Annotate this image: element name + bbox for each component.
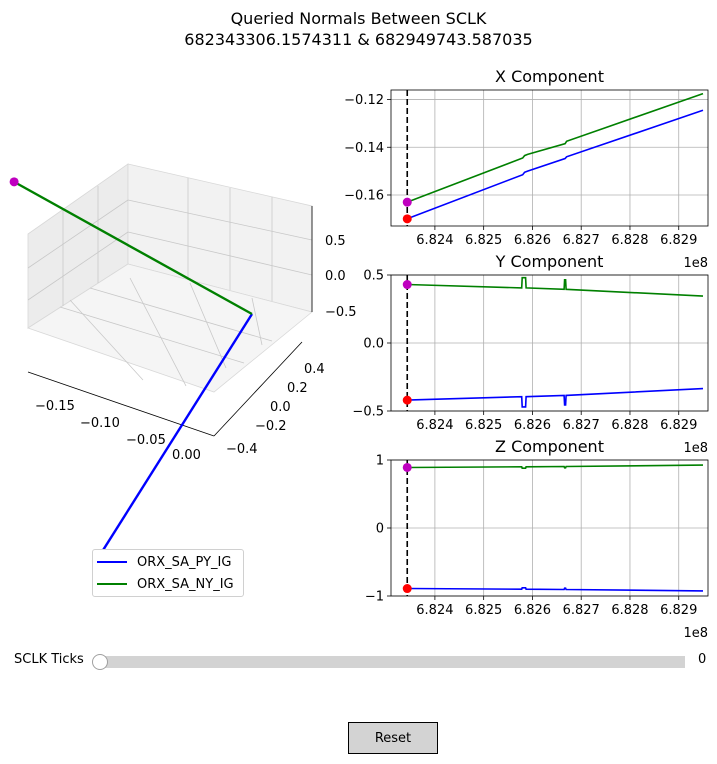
plot-y-component: Y Component 6.824 6.825 6.826 6.827 6.828 6.82… xyxy=(352,252,709,456)
plot3d-tick-label-y: 0.4 xyxy=(304,362,325,377)
reset-button[interactable]: Reset xyxy=(348,722,438,754)
x-panel-title: X Component xyxy=(495,67,604,86)
y-tick-label-y: 0.5 xyxy=(363,269,384,284)
legend-label-ny: ORX_SA_NY_IG xyxy=(137,576,234,592)
plot-z-component: Z Component 6.824 6.825 6.826 6.827 6.828 6.82… xyxy=(365,437,709,641)
x-marker-py xyxy=(402,214,412,224)
plot3d-tick-label-x: −0.10 xyxy=(80,416,120,431)
x-tick-label-x: 6.826 xyxy=(514,233,551,248)
legend-label-py: ORX_SA_PY_IG xyxy=(137,554,232,570)
z-tick-label-y: 0 xyxy=(376,522,384,537)
z-axes-frame xyxy=(390,459,709,597)
plot3d-tick-label-y: 0.2 xyxy=(287,381,308,396)
slider-label: SCLK Ticks xyxy=(14,652,84,667)
plot3d-vector-py xyxy=(97,313,254,559)
legend-swatch-ny xyxy=(97,583,127,585)
plot3d-tick-label-y: −0.2 xyxy=(255,419,287,434)
y-series-py xyxy=(407,387,704,408)
plot3d-gridlines xyxy=(27,178,313,387)
plot3d-marker-ny xyxy=(9,177,19,187)
y-tick-label-x: 6.826 xyxy=(514,418,551,433)
plot3d: −0.15 −0.10 −0.05 0.00 0.4 0.2 0.0 −0.2 −0.4 0.5 0… xyxy=(9,177,357,563)
plot3d-y-axis-line xyxy=(213,341,303,437)
slider-value: 0 xyxy=(698,652,707,667)
z-series-ny xyxy=(407,464,704,470)
z-series-py xyxy=(407,586,704,592)
x-tick-label-x: 6.824 xyxy=(416,233,453,248)
y-marker-ny xyxy=(402,280,412,290)
z-tick-label-y: 1 xyxy=(376,454,384,469)
z-marker-ny xyxy=(402,462,412,472)
plot3d-tick-label-z: −0.5 xyxy=(325,305,357,320)
plot3d-tick-label-y: 0.0 xyxy=(270,400,291,415)
x-tick-label-x: 6.828 xyxy=(611,233,648,248)
y-tick-label-x: 6.824 xyxy=(416,418,453,433)
legend: ORX_SA_PY_IG ORX_SA_NY_IG xyxy=(92,549,244,597)
plot3d-tick-label-z: 0.5 xyxy=(325,234,346,249)
z-tick-label-y: −1 xyxy=(365,590,384,605)
z-x-offset-label: 1e8 xyxy=(683,626,708,641)
plot3d-axes xyxy=(27,163,313,437)
z-tick-label-x: 6.826 xyxy=(514,603,551,618)
z-tick-label-x: 6.825 xyxy=(465,603,502,618)
y-tick-label-x: 6.827 xyxy=(563,418,600,433)
y-tick-label-x: 6.828 xyxy=(611,418,648,433)
sclk-slider-track[interactable] xyxy=(100,656,685,668)
x-tick-label-x: 6.829 xyxy=(660,233,697,248)
plot3d-tick-label-x: −0.05 xyxy=(126,433,166,448)
y-axes-frame xyxy=(390,274,709,412)
y-x-offset-label: 1e8 xyxy=(683,441,708,456)
y-series-ny xyxy=(407,276,704,297)
y-panel-title: Y Component xyxy=(495,252,604,271)
legend-swatch-py xyxy=(97,561,127,563)
x-tick-label-y: −0.12 xyxy=(344,93,384,108)
z-tick-label-x: 6.829 xyxy=(660,603,697,618)
plot3d-tick-label-y: −0.4 xyxy=(226,442,258,457)
y-tick-label-y: 0.0 xyxy=(363,337,384,352)
x-series-ny xyxy=(406,92,704,203)
z-tick-label-x: 6.827 xyxy=(563,603,600,618)
z-tick-label-x: 6.828 xyxy=(611,603,648,618)
y-marker-py xyxy=(402,395,412,405)
x-series-py xyxy=(406,109,704,220)
plot-x-component: X Component 6.824 6.825 6.826 6.827 6.828 6.82… xyxy=(344,67,709,271)
figure-title-line1: Queried Normals Between SCLK xyxy=(230,9,487,28)
x-tick-label-y: −0.16 xyxy=(344,188,384,203)
plot3d-tick-label-x: −0.15 xyxy=(35,399,75,414)
x-x-offset-label: 1e8 xyxy=(683,256,708,271)
z-tick-label-x: 6.824 xyxy=(416,603,453,618)
y-tick-label-x: 6.829 xyxy=(660,418,697,433)
x-tick-label-y: −0.14 xyxy=(344,141,384,156)
x-tick-label-x: 6.825 xyxy=(465,233,502,248)
figure-title-line2: 682343306.1574311 & 682949743.587035 xyxy=(184,30,533,49)
y-tick-label-y: −0.5 xyxy=(352,405,384,420)
x-axes-frame xyxy=(390,89,709,227)
y-tick-label-x: 6.825 xyxy=(465,418,502,433)
x-tick-label-x: 6.827 xyxy=(563,233,600,248)
plot3d-vector-ny xyxy=(13,180,253,316)
plot3d-tick-label-x: 0.00 xyxy=(172,448,201,463)
x-marker-ny xyxy=(402,197,412,207)
legend-item-py: ORX_SA_PY_IG xyxy=(97,552,231,572)
legend-item-ny: ORX_SA_NY_IG xyxy=(97,574,234,594)
z-panel-title: Z Component xyxy=(495,437,604,456)
z-marker-py xyxy=(402,584,412,594)
plot3d-tick-label-z: 0.0 xyxy=(325,269,346,284)
sclk-slider-handle[interactable] xyxy=(92,654,108,670)
